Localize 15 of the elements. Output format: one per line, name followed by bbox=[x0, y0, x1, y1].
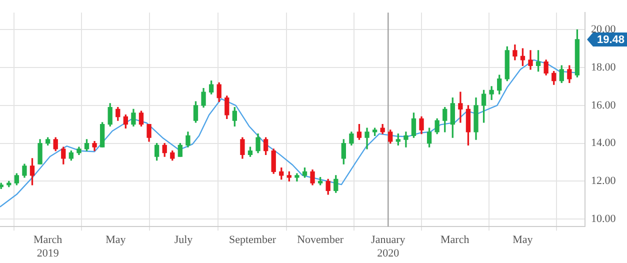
x-tick-label: July bbox=[174, 234, 194, 246]
x-tick-label: May bbox=[106, 234, 126, 246]
x-tick-label: September bbox=[228, 234, 276, 246]
x-tick-label: January 2020 bbox=[371, 234, 406, 260]
annotation: 19.48 bbox=[597, 34, 625, 46]
x-tick-label: November bbox=[297, 234, 344, 246]
x-tick-label: March bbox=[440, 234, 470, 246]
x-tick-label: May bbox=[512, 234, 534, 246]
y-tick-label: 16.00 bbox=[591, 99, 616, 112]
y-tick-label: 10.00 bbox=[591, 212, 616, 225]
y-tick-label: 12.00 bbox=[591, 175, 616, 188]
y-tick-label: 14.00 bbox=[591, 137, 616, 150]
x-tick-label: March 2019 bbox=[33, 234, 63, 260]
y-tick-label: 18.00 bbox=[591, 61, 616, 74]
y-tick-label: 20.00 bbox=[591, 24, 616, 36]
